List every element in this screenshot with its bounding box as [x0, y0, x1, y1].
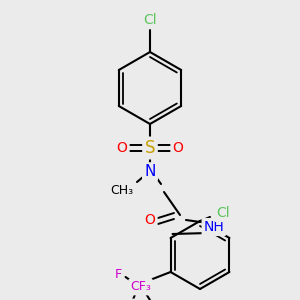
Text: O: O — [145, 213, 155, 227]
Text: F: F — [115, 268, 122, 281]
Text: Cl: Cl — [143, 13, 157, 27]
Text: NH: NH — [204, 220, 224, 234]
Text: S: S — [145, 139, 155, 157]
Text: N: N — [144, 164, 156, 179]
Text: O: O — [172, 141, 183, 155]
Text: CF₃: CF₃ — [130, 280, 151, 293]
Text: Cl: Cl — [216, 206, 230, 220]
Text: O: O — [117, 141, 128, 155]
Text: CH₃: CH₃ — [110, 184, 134, 196]
